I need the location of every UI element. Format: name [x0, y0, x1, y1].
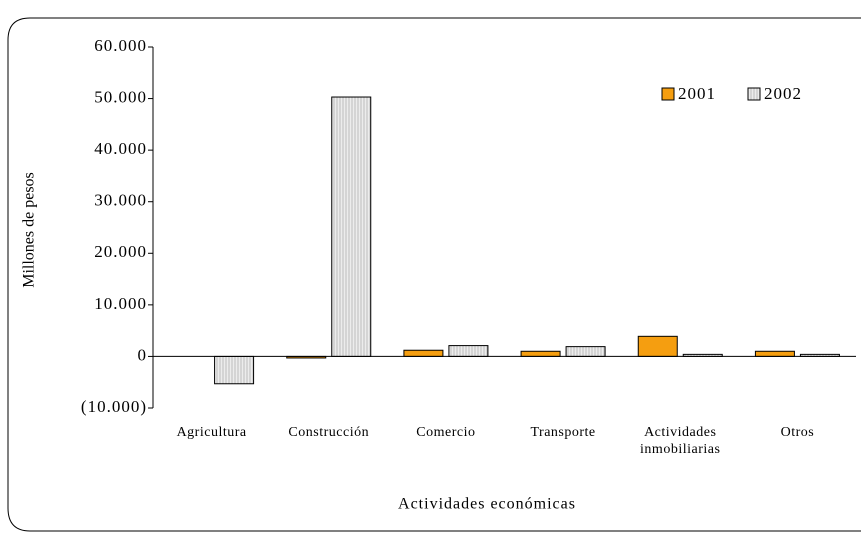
y-tick-label: 30.000 [94, 191, 147, 210]
bar [520, 350, 561, 357]
legend-label: 2002 [764, 84, 802, 103]
x-axis-label: Actividades económicas [398, 496, 576, 513]
y-tick-label: 50.000 [94, 87, 147, 106]
bar [403, 349, 444, 357]
x-tick-label: Actividades inmobiliarias [640, 425, 721, 457]
bar [754, 350, 795, 357]
legend-label: 2001 [678, 84, 716, 103]
bar [565, 346, 606, 357]
y-tick-label: 40.000 [94, 139, 147, 158]
y-tick-label: 20.000 [94, 242, 147, 261]
bar [214, 355, 255, 385]
x-tick-label: Agricultura [176, 425, 247, 440]
x-tick-label: Transporte [530, 425, 596, 440]
y-axis-label: Millones de pesos [21, 172, 38, 288]
y-tick-label: (10.000) [81, 397, 147, 416]
bar [448, 345, 489, 357]
legend-swatch [661, 87, 675, 101]
x-tick-label: Otros [780, 425, 815, 440]
legend-swatch [747, 87, 761, 101]
bar [331, 96, 372, 357]
x-tick-label: Comercio [416, 425, 476, 440]
x-tick-label: Construcción [288, 425, 370, 440]
bar [637, 335, 678, 357]
chart-frame [7, 17, 861, 532]
y-tick-label: 0 [138, 345, 148, 364]
y-tick-label: 10.000 [94, 294, 147, 313]
y-tick-label: 60.000 [94, 36, 147, 55]
